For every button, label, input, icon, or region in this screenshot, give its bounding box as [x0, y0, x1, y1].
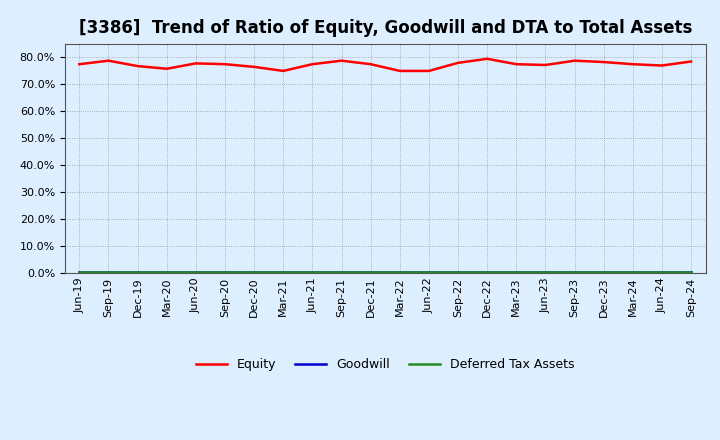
Legend: Equity, Goodwill, Deferred Tax Assets: Equity, Goodwill, Deferred Tax Assets	[191, 353, 580, 376]
Deferred Tax Assets	[483, 270, 492, 275]
Equity	[483, 56, 492, 62]
Equity	[454, 60, 462, 66]
Goodwill	[629, 269, 637, 275]
Equity	[687, 59, 696, 64]
Equity	[104, 58, 113, 63]
Goodwill	[163, 269, 171, 275]
Goodwill	[687, 269, 696, 275]
Goodwill	[512, 269, 521, 275]
Equity	[629, 62, 637, 67]
Deferred Tax Assets	[163, 270, 171, 275]
Goodwill	[599, 269, 608, 275]
Equity	[395, 68, 404, 73]
Equity	[163, 66, 171, 71]
Goodwill	[279, 269, 287, 275]
Deferred Tax Assets	[192, 270, 200, 275]
Goodwill	[75, 269, 84, 275]
Deferred Tax Assets	[337, 270, 346, 275]
Goodwill	[104, 269, 113, 275]
Goodwill	[337, 269, 346, 275]
Equity	[75, 62, 84, 67]
Equity	[512, 62, 521, 67]
Goodwill	[541, 269, 550, 275]
Goodwill	[192, 269, 200, 275]
Goodwill	[657, 269, 666, 275]
Deferred Tax Assets	[687, 270, 696, 275]
Line: Equity: Equity	[79, 59, 691, 71]
Equity	[133, 63, 142, 69]
Equity	[337, 58, 346, 63]
Equity	[570, 58, 579, 63]
Equity	[657, 63, 666, 68]
Goodwill	[220, 269, 229, 275]
Equity	[279, 68, 287, 73]
Goodwill	[483, 269, 492, 275]
Deferred Tax Assets	[104, 270, 113, 275]
Deferred Tax Assets	[250, 270, 258, 275]
Deferred Tax Assets	[657, 270, 666, 275]
Deferred Tax Assets	[454, 270, 462, 275]
Deferred Tax Assets	[220, 270, 229, 275]
Deferred Tax Assets	[395, 270, 404, 275]
Deferred Tax Assets	[425, 270, 433, 275]
Equity	[250, 64, 258, 70]
Deferred Tax Assets	[629, 270, 637, 275]
Deferred Tax Assets	[279, 270, 287, 275]
Deferred Tax Assets	[599, 270, 608, 275]
Deferred Tax Assets	[541, 270, 550, 275]
Equity	[541, 62, 550, 68]
Goodwill	[454, 269, 462, 275]
Title: [3386]  Trend of Ratio of Equity, Goodwill and DTA to Total Assets: [3386] Trend of Ratio of Equity, Goodwil…	[78, 19, 692, 37]
Equity	[308, 62, 317, 67]
Deferred Tax Assets	[133, 270, 142, 275]
Goodwill	[425, 269, 433, 275]
Goodwill	[308, 269, 317, 275]
Deferred Tax Assets	[308, 270, 317, 275]
Goodwill	[133, 269, 142, 275]
Equity	[425, 68, 433, 73]
Goodwill	[366, 269, 375, 275]
Equity	[220, 62, 229, 67]
Deferred Tax Assets	[512, 270, 521, 275]
Deferred Tax Assets	[570, 270, 579, 275]
Goodwill	[395, 269, 404, 275]
Goodwill	[570, 269, 579, 275]
Equity	[599, 59, 608, 65]
Equity	[366, 62, 375, 67]
Goodwill	[250, 269, 258, 275]
Equity	[192, 61, 200, 66]
Deferred Tax Assets	[366, 270, 375, 275]
Deferred Tax Assets	[75, 270, 84, 275]
